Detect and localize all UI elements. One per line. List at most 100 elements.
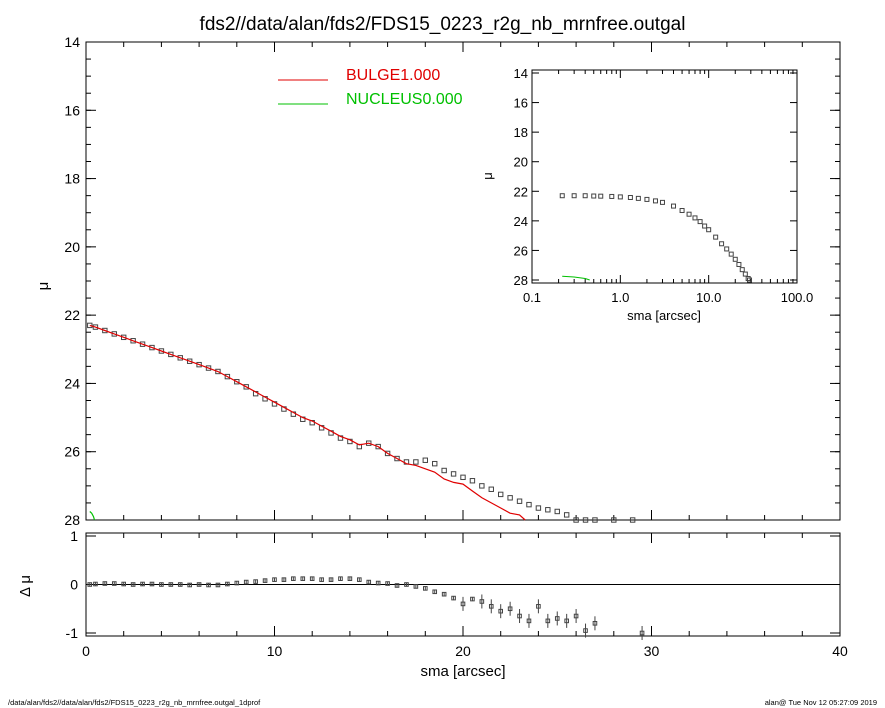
residual-data-point [470, 596, 475, 602]
residual-data-point [87, 582, 93, 587]
residual-x-axis-label: sma [arcsec] [420, 663, 505, 680]
residual-data-point [441, 591, 447, 597]
residual-data-point [272, 577, 277, 582]
residual-data-point [93, 581, 98, 587]
inset-data-point [745, 276, 751, 282]
residual-data-point [196, 582, 202, 587]
residual-data-point [526, 618, 532, 624]
legend-name-bulge: BULGE [346, 67, 400, 84]
main-data-point [243, 384, 249, 390]
main-data-point [130, 338, 136, 344]
residual-data-point [385, 581, 390, 586]
main-data-point [102, 327, 108, 334]
inset-data-point [571, 193, 577, 199]
inset-data-point [739, 267, 745, 273]
main-line-bulge [89, 324, 526, 521]
residual-data-point [432, 589, 438, 595]
main-data-point [432, 460, 438, 467]
main-data-point [121, 334, 127, 341]
residual-data-point [243, 579, 249, 585]
main-data-point [139, 341, 146, 347]
residual-y-axis-label: Δ μ [17, 575, 34, 597]
residual-data-layer [86, 576, 840, 640]
residual-xtick-label: 40 [832, 643, 848, 659]
inset-data-point [702, 223, 708, 229]
main-data-point [234, 379, 240, 385]
inset-data-point [706, 227, 712, 233]
inset-data-point [559, 193, 565, 199]
main-data-point [205, 365, 212, 371]
main-line-nucleus [89, 511, 96, 521]
inset-data-point [659, 199, 665, 205]
residual-data-point [451, 595, 456, 601]
main-data-point [516, 498, 523, 504]
main-data-point [224, 373, 231, 380]
inset-data-point [736, 261, 742, 267]
legend-label-bulge: BULGE1.000 [346, 67, 440, 84]
main-data-point [450, 471, 457, 477]
inset-ticks: 14 16 18 20 22 24 26 28 0.1 1.0 10.0 100.0 [514, 66, 814, 305]
main-data-point [592, 517, 598, 523]
residual-data-point [291, 576, 296, 581]
inset-xtick-label: 1.0 [611, 290, 629, 305]
main-ytick-label: 20 [64, 239, 80, 255]
residual-data-point [592, 621, 598, 626]
residual-data-point [262, 578, 268, 583]
residual-data-point [507, 606, 513, 612]
main-data-point [573, 517, 579, 523]
inset-ytick-label: 22 [514, 184, 528, 199]
inset-data-point [719, 241, 725, 247]
legend: BULGE1.000 NUCLEUS0.000 [278, 67, 463, 108]
inset-data-point [591, 193, 597, 199]
residual-data-point [357, 577, 362, 582]
residual-data-point [394, 583, 400, 588]
residual-data-point [460, 601, 466, 607]
residual-data-point [177, 582, 183, 587]
inset-data-point [747, 277, 753, 283]
residual-data-point [347, 576, 353, 581]
inset-xtick-label: 0.1 [523, 290, 541, 305]
inset-ytick-label: 14 [514, 66, 528, 81]
inset-ytick-label: 16 [514, 96, 528, 111]
residual-data-point [121, 581, 127, 587]
residual-data-point [488, 604, 494, 609]
inset-ytick-label: 20 [514, 155, 528, 170]
residual-data-point [375, 580, 381, 586]
main-data-point [479, 483, 485, 489]
inset-data-point [732, 256, 738, 262]
residual-data-point [130, 582, 136, 587]
main-data-point [149, 344, 155, 351]
residual-data-point [309, 576, 315, 581]
residual-data-point [583, 628, 588, 633]
residual-data-point [564, 618, 569, 624]
residual-data-point [404, 582, 409, 587]
inset-data-point [617, 194, 623, 200]
residual-data-point [319, 577, 324, 582]
main-data-point [394, 455, 400, 462]
main-data-point [87, 322, 93, 329]
inset-xtick-label: 10.0 [696, 290, 721, 305]
inset-ytick-label: 26 [514, 243, 528, 258]
inset-ytick-label: 24 [514, 214, 528, 229]
main-data-point [554, 508, 560, 515]
residual-xtick-label: 10 [267, 643, 283, 659]
main-data-point [422, 457, 429, 463]
main-data-point [375, 443, 381, 450]
inset-ytick-label: 28 [514, 273, 528, 288]
residual-data-point [554, 616, 560, 621]
residual-data-point [111, 581, 117, 586]
main-data-point [498, 491, 504, 498]
main-data-point [460, 474, 466, 481]
main-data-point [488, 486, 494, 492]
residual-ytick-label: 1 [70, 528, 78, 544]
inset-data-point [692, 215, 698, 221]
inset-data-point [728, 251, 734, 257]
main-ytick-label: 14 [64, 34, 80, 50]
main-ytick-label: 26 [64, 444, 80, 460]
legend-value-nucleus: 0.000 [422, 91, 462, 108]
inset-data-layer [559, 193, 753, 283]
inset-data-point [724, 246, 730, 252]
inset-y-axis-label: μ [480, 172, 495, 180]
residual-data-point [366, 579, 372, 585]
